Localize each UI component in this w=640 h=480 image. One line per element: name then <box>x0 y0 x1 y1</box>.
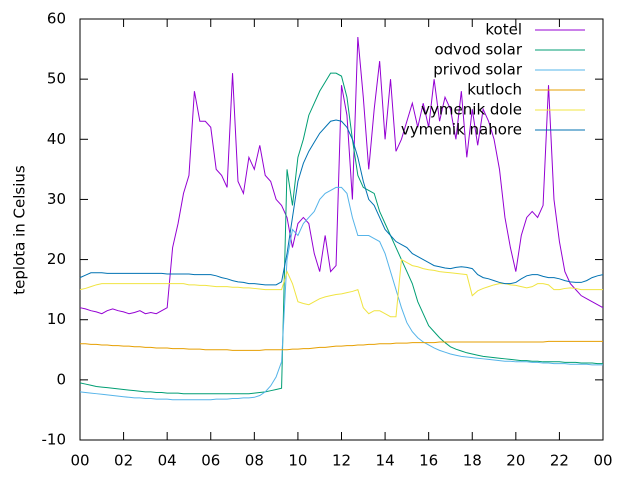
series-line <box>79 119 604 286</box>
y-tick-label: 20 <box>47 250 66 268</box>
y-tick-label: 40 <box>47 130 66 148</box>
x-tick-label: 16 <box>419 452 438 470</box>
x-tick-label: 18 <box>463 452 482 470</box>
x-tick-label: 00 <box>70 452 89 470</box>
x-tick-label: 12 <box>332 452 351 470</box>
x-tick-label: 10 <box>288 452 307 470</box>
legend-label: vymenik dole <box>421 101 522 119</box>
legend-label: kotel <box>485 21 522 39</box>
series-line <box>79 72 603 395</box>
legend-label: vymenik nahore <box>401 121 522 139</box>
y-tick-label: -10 <box>42 431 67 449</box>
y-tick-label: 30 <box>47 190 66 208</box>
legend-label: privod solar <box>433 61 523 79</box>
legend-label: kutloch <box>467 81 522 99</box>
plot-frame <box>79 18 604 441</box>
series-line <box>79 36 604 315</box>
legend-label: odvod solar <box>434 41 522 59</box>
y-tick-label: 60 <box>47 10 66 28</box>
x-tick-label: 08 <box>245 452 264 470</box>
x-tick-label: 20 <box>506 452 525 470</box>
y-axis-label: teplota in Celsius <box>11 165 29 295</box>
y-tick-label: 10 <box>47 310 66 328</box>
series-line <box>79 186 603 401</box>
x-tick-label: 22 <box>550 452 569 470</box>
y-tick-label: 50 <box>47 70 66 88</box>
x-tick-label: 04 <box>158 452 177 470</box>
x-tick-label: 00 <box>593 452 612 470</box>
x-tick-label: 02 <box>114 452 133 470</box>
y-tick-label: 0 <box>56 370 66 388</box>
x-tick-label: 14 <box>376 452 395 470</box>
series-line <box>80 340 603 351</box>
series-line <box>79 258 603 318</box>
x-tick-label: 06 <box>201 452 220 470</box>
